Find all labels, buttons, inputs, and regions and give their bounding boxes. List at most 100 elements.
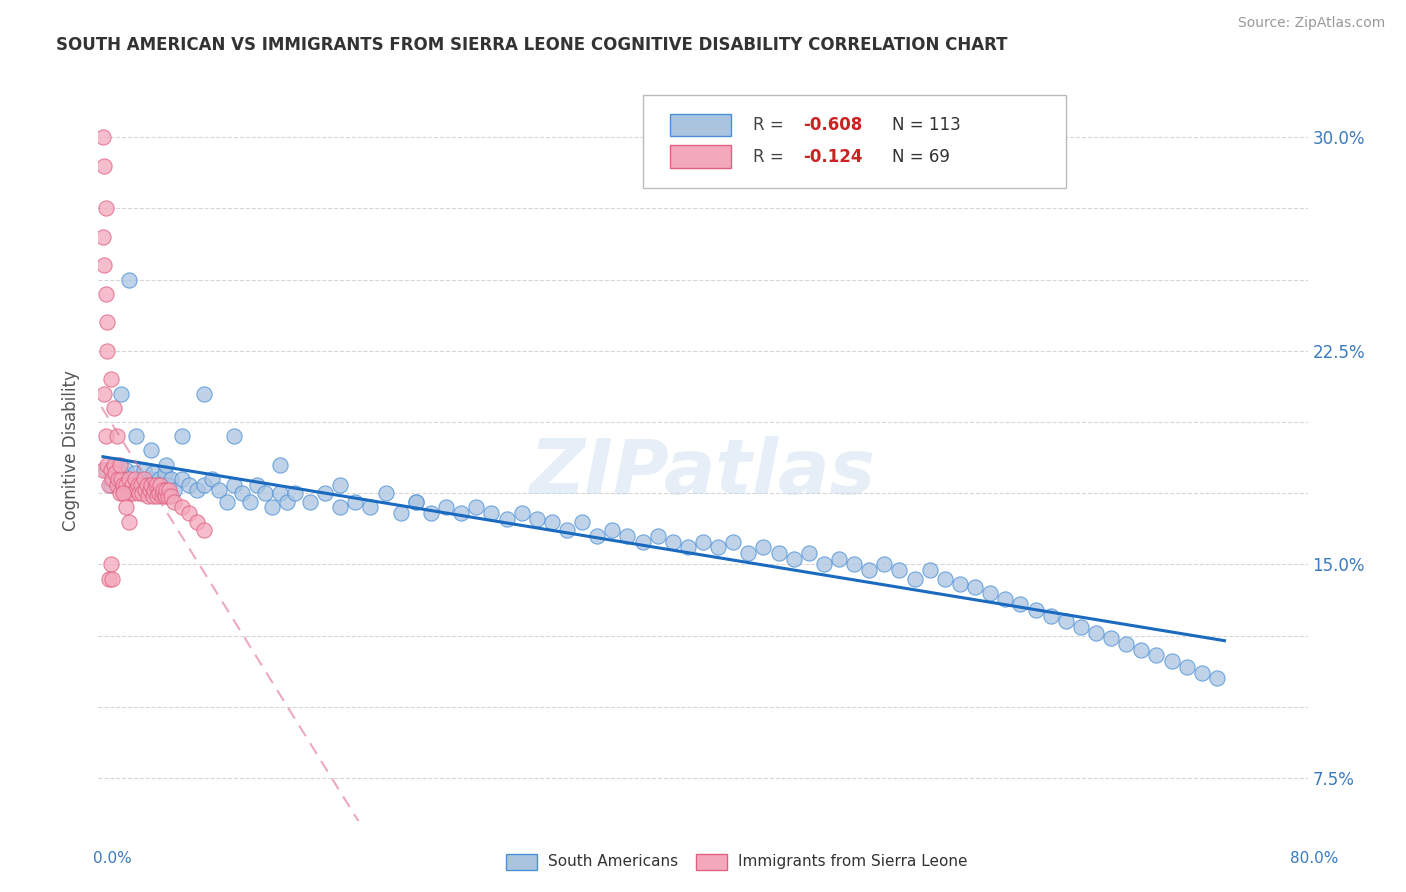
Point — [768, 546, 790, 560]
Point — [179, 477, 201, 491]
Point — [139, 472, 162, 486]
Point — [284, 486, 307, 500]
Text: -0.124: -0.124 — [803, 147, 863, 166]
Point — [103, 458, 125, 472]
Point — [1175, 660, 1198, 674]
Point — [253, 486, 276, 500]
Point — [239, 494, 262, 508]
Point — [215, 494, 238, 508]
Point — [108, 458, 131, 472]
Text: SOUTH AMERICAN VS IMMIGRANTS FROM SIERRA LEONE COGNITIVE DISABILITY CORRELATION : SOUTH AMERICAN VS IMMIGRANTS FROM SIERRA… — [56, 36, 1008, 54]
Point — [118, 515, 141, 529]
Point — [193, 386, 215, 401]
Point — [100, 463, 122, 477]
Point — [136, 489, 159, 503]
Point — [934, 572, 956, 586]
Point — [163, 494, 186, 508]
Point — [150, 489, 173, 503]
Point — [170, 500, 193, 515]
Point — [434, 500, 457, 515]
Point — [170, 472, 193, 486]
Point — [918, 563, 941, 577]
Point — [602, 523, 624, 537]
Point — [1085, 625, 1108, 640]
Point — [100, 477, 122, 491]
Point — [269, 458, 291, 472]
Point — [155, 483, 177, 498]
Point — [114, 477, 136, 491]
Point — [231, 486, 253, 500]
Point — [118, 472, 141, 486]
Point — [1070, 620, 1092, 634]
Point — [139, 483, 162, 498]
Point — [783, 551, 806, 566]
Point — [91, 463, 114, 477]
Point — [156, 477, 179, 491]
Point — [752, 541, 775, 555]
Point — [329, 500, 352, 515]
Point — [134, 483, 156, 498]
Text: Source: ZipAtlas.com: Source: ZipAtlas.com — [1237, 16, 1385, 29]
Point — [1160, 654, 1182, 668]
Point — [571, 515, 593, 529]
Point — [110, 472, 132, 486]
Point — [145, 477, 167, 491]
Point — [1099, 632, 1122, 646]
Point — [269, 486, 291, 500]
Point — [127, 477, 149, 491]
Point — [813, 558, 835, 572]
Point — [828, 551, 851, 566]
Point — [299, 494, 322, 508]
Point — [132, 486, 155, 500]
Point — [118, 472, 141, 486]
Point — [135, 483, 157, 498]
Point — [94, 286, 117, 301]
Point — [124, 472, 146, 486]
Point — [873, 558, 896, 572]
FancyBboxPatch shape — [643, 95, 1066, 187]
Text: 0.0%: 0.0% — [93, 852, 132, 866]
Point — [124, 467, 146, 481]
Point — [125, 483, 148, 498]
Point — [93, 259, 115, 273]
Point — [979, 586, 1001, 600]
Point — [103, 472, 125, 486]
Point — [121, 477, 143, 491]
Point — [526, 512, 548, 526]
Point — [858, 563, 880, 577]
Text: Immigrants from Sierra Leone: Immigrants from Sierra Leone — [738, 855, 967, 869]
Point — [201, 472, 224, 486]
Text: N = 69: N = 69 — [891, 147, 949, 166]
Point — [107, 472, 129, 486]
Point — [94, 463, 117, 477]
Point — [160, 472, 183, 486]
Point — [156, 489, 179, 503]
Point — [405, 494, 427, 508]
Text: ZIPatlas: ZIPatlas — [530, 435, 876, 509]
Point — [129, 472, 152, 486]
Point — [142, 467, 165, 481]
Point — [160, 489, 183, 503]
Point — [150, 486, 173, 500]
Point — [149, 477, 172, 491]
Point — [110, 386, 132, 401]
Text: South Americans: South Americans — [548, 855, 679, 869]
Point — [101, 572, 124, 586]
Point — [96, 458, 118, 472]
Point — [661, 534, 683, 549]
Point — [797, 546, 820, 560]
Point — [148, 477, 170, 491]
Point — [105, 458, 128, 472]
Point — [108, 486, 131, 500]
Point — [112, 486, 135, 500]
Point — [374, 486, 396, 500]
Point — [146, 489, 169, 503]
Point — [1115, 637, 1137, 651]
Point — [586, 529, 609, 543]
Point — [142, 489, 165, 503]
Point — [96, 315, 118, 329]
Point — [115, 486, 138, 500]
Point — [465, 500, 488, 515]
Point — [389, 506, 412, 520]
Point — [121, 483, 143, 498]
